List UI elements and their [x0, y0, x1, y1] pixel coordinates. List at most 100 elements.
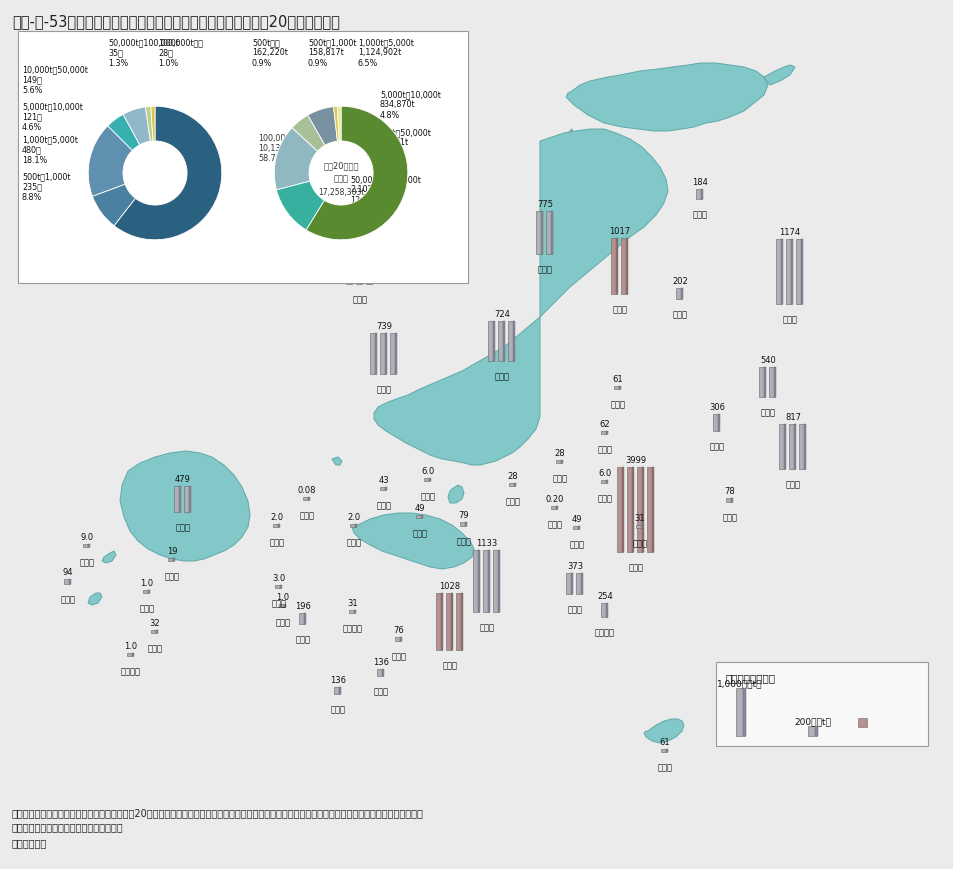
Text: 岐阜県: 岐阜県	[494, 372, 509, 381]
FancyBboxPatch shape	[540, 212, 542, 255]
Text: 新潟県: 新潟県	[597, 494, 612, 502]
FancyBboxPatch shape	[536, 212, 542, 255]
FancyBboxPatch shape	[768, 368, 775, 397]
FancyBboxPatch shape	[132, 653, 133, 656]
Text: 28: 28	[554, 448, 565, 457]
FancyBboxPatch shape	[273, 524, 279, 527]
Text: 254: 254	[597, 591, 612, 600]
FancyBboxPatch shape	[700, 189, 702, 200]
FancyBboxPatch shape	[759, 368, 764, 397]
Text: 0.20: 0.20	[545, 494, 563, 503]
FancyBboxPatch shape	[641, 468, 643, 553]
Text: 香川県: 香川県	[330, 704, 345, 713]
Wedge shape	[114, 107, 221, 241]
FancyBboxPatch shape	[385, 334, 387, 375]
FancyBboxPatch shape	[354, 610, 355, 614]
Text: 愛媛県: 愛媛県	[272, 599, 286, 607]
Wedge shape	[334, 107, 339, 142]
Polygon shape	[352, 514, 474, 569]
FancyBboxPatch shape	[605, 431, 607, 434]
Text: 平成20年度末: 平成20年度末	[323, 162, 358, 170]
Text: 沖縄県: 沖縄県	[657, 762, 672, 771]
FancyBboxPatch shape	[616, 239, 618, 295]
Text: 富山県: 富山県	[547, 520, 562, 528]
Text: 306: 306	[708, 402, 724, 412]
Text: 5,000t～10,000t
834,870t
4.8%: 5,000t～10,000t 834,870t 4.8%	[379, 90, 440, 120]
Text: 31: 31	[347, 599, 358, 607]
Text: 図３-２-53　不法投棄等産業廃棄物の都道府県別残存量（平成20年度末時点）: 図３-２-53 不法投棄等産業廃棄物の都道府県別残存量（平成20年度末時点）	[12, 14, 339, 29]
FancyBboxPatch shape	[423, 479, 430, 481]
Polygon shape	[88, 594, 102, 606]
Text: 大分県: 大分県	[164, 571, 179, 580]
Text: 資料：環境省: 資料：環境省	[12, 837, 48, 847]
Wedge shape	[151, 107, 155, 142]
FancyBboxPatch shape	[775, 240, 781, 305]
FancyBboxPatch shape	[610, 239, 617, 295]
FancyBboxPatch shape	[83, 544, 90, 547]
Text: 3.0: 3.0	[273, 574, 285, 582]
FancyBboxPatch shape	[274, 586, 281, 588]
FancyBboxPatch shape	[168, 559, 174, 561]
FancyBboxPatch shape	[376, 669, 383, 676]
Polygon shape	[547, 129, 576, 160]
Text: 136: 136	[330, 674, 346, 684]
Text: 62: 62	[599, 419, 610, 428]
FancyBboxPatch shape	[578, 527, 579, 529]
Text: 184: 184	[691, 177, 707, 187]
FancyBboxPatch shape	[785, 240, 792, 305]
FancyBboxPatch shape	[545, 212, 552, 255]
FancyBboxPatch shape	[660, 749, 667, 753]
FancyBboxPatch shape	[277, 524, 280, 527]
Text: 注：上記は、全国の都道府県及び政令市が平成20年度末時点において把握している産業廃棄物の不法投棄等事案のうち、廃棄物の残存量が判明しているも: 注：上記は、全国の都道府県及び政令市が平成20年度末時点において把握している産業…	[12, 807, 423, 817]
FancyBboxPatch shape	[618, 386, 620, 389]
Text: 739: 739	[375, 322, 392, 331]
FancyBboxPatch shape	[355, 524, 356, 527]
Text: 0.08: 0.08	[297, 486, 315, 494]
FancyBboxPatch shape	[143, 590, 150, 594]
Text: 1.0: 1.0	[140, 579, 153, 587]
FancyBboxPatch shape	[640, 526, 642, 528]
Text: 長野県: 長野県	[569, 540, 584, 548]
Polygon shape	[565, 64, 767, 132]
Wedge shape	[123, 108, 151, 146]
FancyBboxPatch shape	[436, 594, 442, 650]
Text: 京都府: 京都府	[420, 492, 435, 501]
Wedge shape	[308, 108, 337, 146]
Text: 50,000t～100,000t
2,102,250t
12.2%: 50,000t～100,000t 2,102,250t 12.2%	[350, 175, 420, 204]
FancyBboxPatch shape	[346, 235, 352, 285]
FancyBboxPatch shape	[788, 425, 795, 469]
FancyBboxPatch shape	[507, 322, 514, 362]
Text: 三重県: 三重県	[442, 660, 457, 669]
Text: 不法投棄等残存量: 不法投棄等残存量	[725, 673, 775, 682]
FancyBboxPatch shape	[783, 425, 785, 469]
Text: 898: 898	[352, 223, 368, 232]
Text: 栃木県: 栃木県	[709, 441, 723, 450]
FancyBboxPatch shape	[626, 468, 633, 553]
FancyBboxPatch shape	[349, 610, 355, 614]
FancyBboxPatch shape	[814, 726, 817, 736]
FancyBboxPatch shape	[420, 515, 422, 519]
FancyBboxPatch shape	[625, 239, 627, 295]
FancyBboxPatch shape	[725, 498, 732, 502]
FancyBboxPatch shape	[304, 614, 306, 624]
Text: 山形県: 山形県	[610, 400, 625, 408]
FancyBboxPatch shape	[464, 522, 467, 527]
FancyBboxPatch shape	[173, 486, 180, 513]
FancyBboxPatch shape	[580, 574, 582, 594]
FancyBboxPatch shape	[429, 479, 431, 481]
FancyBboxPatch shape	[651, 468, 654, 553]
Text: 10,000t～50,000t
2,741,481t
15.9%: 10,000t～50,000t 2,741,481t 15.9%	[365, 128, 431, 157]
FancyBboxPatch shape	[773, 368, 775, 397]
FancyBboxPatch shape	[571, 574, 573, 594]
FancyBboxPatch shape	[807, 726, 816, 736]
FancyBboxPatch shape	[718, 415, 720, 432]
FancyBboxPatch shape	[497, 322, 504, 362]
Text: 和歌山県: 和歌山県	[343, 623, 363, 633]
FancyBboxPatch shape	[280, 586, 282, 588]
Text: 残存件数: 残存件数	[145, 175, 165, 183]
FancyBboxPatch shape	[646, 468, 653, 553]
Polygon shape	[643, 720, 683, 743]
FancyBboxPatch shape	[172, 559, 174, 561]
FancyBboxPatch shape	[127, 653, 133, 656]
FancyBboxPatch shape	[551, 507, 557, 509]
